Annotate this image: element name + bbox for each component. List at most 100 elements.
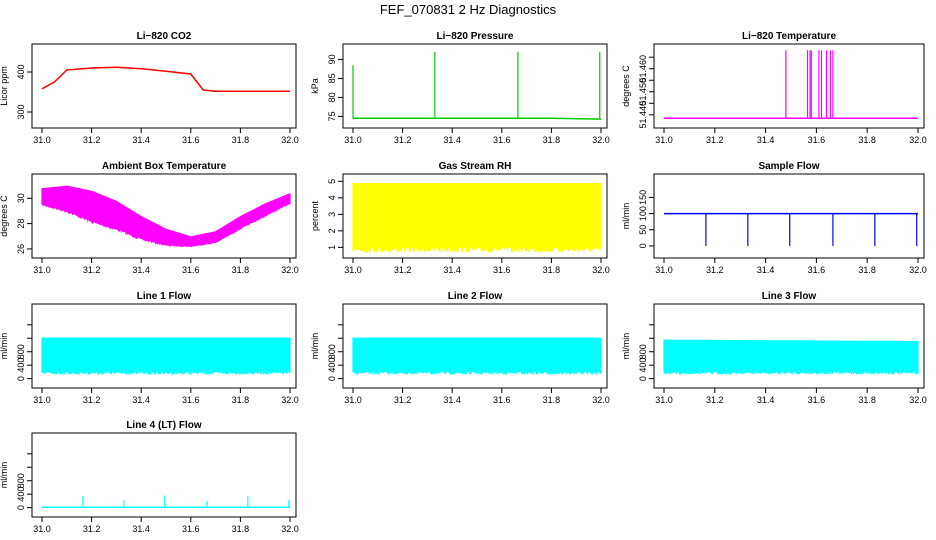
x-tick-label: 32.0 [592,395,610,405]
x-tick-label: 31.6 [493,395,511,405]
x-tick-label: 32.0 [592,265,610,275]
x-tick-label: 31.2 [83,135,101,145]
series-band [41,337,291,375]
x-tick-label: 31.8 [232,524,250,534]
x-tick-label: 31.4 [132,265,150,275]
plot-frame [31,303,297,389]
y-tick-label: 26 [16,244,26,254]
plot-frame [342,43,608,129]
x-tick-label: 31.4 [132,524,150,534]
plot-frame [653,303,925,389]
x-tick-label: 32.0 [909,265,927,275]
plot-frame [31,173,297,259]
y-tick-label: 800 [16,344,26,359]
x-tick-label: 31.4 [443,395,461,405]
panel-title: Line 4 (LT) Flow [126,420,202,431]
x-tick-label: 31.6 [182,265,200,275]
x-tick-label: 31.8 [232,395,250,405]
plot-frame [31,43,297,129]
x-tick-label: 31.4 [757,265,775,275]
x-tick-label: 31.0 [33,135,51,145]
y-tick-label: 0 [327,376,337,381]
x-tick-label: 31.6 [808,135,826,145]
x-tick-label: 32.0 [909,395,927,405]
y-axis-label: Licor ppm [0,66,9,106]
x-tick-label: 31.2 [706,265,724,275]
x-tick-label: 31.8 [543,395,561,405]
x-tick-label: 32.0 [592,135,610,145]
y-tick-label: 0 [638,243,648,248]
x-tick-label: 31.0 [344,265,362,275]
x-tick-label: 31.8 [232,265,250,275]
y-tick-label: 90 [327,54,337,64]
y-tick-label: 51.450 [638,78,648,106]
panel-title: Sample Flow [758,161,819,172]
x-tick-label: 31.2 [394,135,412,145]
plot-frame [653,43,925,129]
y-tick-label: 400 [16,358,26,373]
y-tick-label: 3 [327,212,337,217]
x-tick-label: 31.6 [182,524,200,534]
x-tick-label: 31.2 [83,395,101,405]
y-tick-label: 400 [327,358,337,373]
page-title: FEF_070831 2 Hz Diagnostics [379,2,557,17]
x-tick-label: 31.8 [543,135,561,145]
y-axis-label: ml/min [621,203,631,230]
panel-title: Li−820 CO2 [137,31,192,42]
y-axis-label: kPa [310,78,320,94]
panel-title: Li−820 Temperature [742,31,836,42]
y-tick-label: 30 [16,193,26,203]
y-axis-label: ml/min [310,333,320,360]
plot-frame [342,303,608,389]
y-tick-label: 85 [327,73,337,83]
x-tick-label: 31.0 [344,135,362,145]
panel-title: Li−820 Pressure [437,31,514,42]
x-tick-label: 31.4 [757,395,775,405]
y-axis-label: percent [310,200,320,231]
y-tick-label: 4 [327,195,337,200]
x-tick-label: 31.2 [706,395,724,405]
y-tick-label: 150 [638,190,648,205]
x-tick-label: 31.6 [182,135,200,145]
y-tick-label: 50 [638,225,648,235]
x-tick-label: 31.0 [33,395,51,405]
x-tick-label: 31.0 [655,135,673,145]
x-tick-label: 31.0 [344,395,362,405]
series-band [41,185,291,248]
panel-title: Line 3 Flow [762,291,817,302]
y-axis-label: degrees C [621,65,631,107]
panel-5: Gas Stream RH percent 31.0 31.2 31.4 31.6 31.8… [310,161,610,275]
y-axis-label: ml/min [621,333,631,360]
series-band [663,339,919,375]
y-tick-label: 800 [327,344,337,359]
x-tick-label: 31.4 [443,135,461,145]
y-tick-label: 400 [638,358,648,373]
y-tick-label: 1 [327,245,337,250]
y-tick-label: 300 [16,104,26,119]
y-tick-label: 80 [327,92,337,102]
panel-3: Li−820 Temperature degrees C 31.0 31.2 31.4 3… [621,31,927,145]
x-tick-label: 31.6 [182,395,200,405]
panel-title: Line 1 Flow [137,291,192,302]
y-tick-label: 400 [16,64,26,79]
panel-4: Ambient Box Temperature degrees C 31.0 31.2… [0,161,299,275]
y-tick-label: 100 [638,206,648,221]
panel-9: Line 3 Flow ml/min 31.0 31.2 31.4 31.6 31.8 32.… [621,291,927,405]
x-tick-label: 32.0 [281,135,299,145]
x-tick-label: 31.6 [493,135,511,145]
x-tick-label: 32.0 [281,524,299,534]
panel-6: Sample Flow ml/min 31.0 31.2 31.4 31.6 31.8 32.… [621,161,927,275]
x-tick-label: 31.6 [808,395,826,405]
panel-1: Li−820 CO2 Licor ppm 31.0 31.2 31.4 31.6 31.8 3… [0,31,299,145]
y-tick-label: 2 [327,228,337,233]
series-band [352,337,602,375]
y-tick-label: 800 [16,473,26,488]
x-tick-label: 31.4 [757,135,775,145]
x-tick-label: 31.2 [394,395,412,405]
x-tick-label: 31.0 [655,395,673,405]
panel-title: Ambient Box Temperature [102,161,227,172]
x-tick-label: 31.8 [858,135,876,145]
series-band [352,183,602,253]
panel-title: Line 2 Flow [448,291,503,302]
